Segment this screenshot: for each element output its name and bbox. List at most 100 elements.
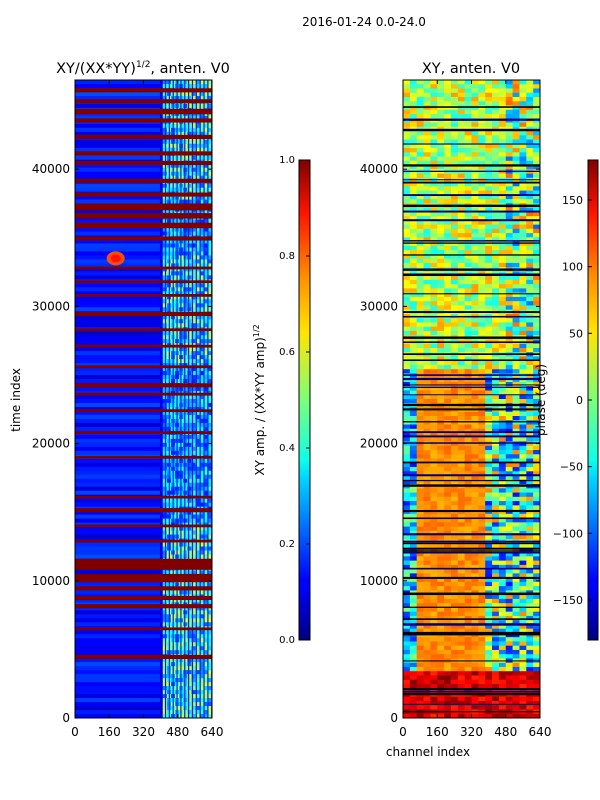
heatmap-cell: [416, 173, 424, 179]
heatmap-cell: [409, 224, 417, 230]
heatmap-cell: [203, 271, 209, 276]
heatmap-cell: [533, 420, 540, 425]
heatmap-cell: [533, 530, 540, 536]
heatmap-cell: [533, 97, 540, 102]
heatmap-cell: [444, 428, 452, 434]
heatmap-saturated-band: [75, 344, 212, 348]
heatmap-cell: [464, 360, 472, 366]
heatmap-cell: [519, 424, 527, 430]
heatmap-cell: [195, 490, 200, 495]
heatmap-cell: [416, 292, 424, 298]
heatmap-cell: [423, 675, 431, 681]
heatmap-cell: [207, 554, 212, 559]
heatmap-cell: [437, 250, 445, 255]
heatmap-cell: [512, 347, 520, 353]
heatmap-cell: [498, 284, 507, 289]
heatmap-cell: [183, 335, 188, 340]
heatmap-cell: [409, 454, 417, 459]
heatmap-cell: [187, 255, 192, 260]
heatmap-cell: [526, 211, 534, 217]
heatmap-cell: [512, 649, 520, 655]
heatmap-cell: [183, 618, 188, 623]
heatmap-cell: [498, 569, 507, 574]
heatmap-cell: [492, 148, 500, 153]
heatmap-cell: [416, 475, 424, 481]
heatmap-cell: [183, 323, 188, 328]
heatmap-cell: [409, 322, 417, 327]
heatmap-cell: [409, 547, 417, 553]
heatmap-cell: [485, 628, 493, 634]
heatmap-cell: [437, 152, 445, 157]
heatmap-cell: [444, 233, 452, 238]
heatmap-cell: [533, 628, 540, 634]
heatmap-cell: [450, 211, 459, 217]
heatmap-cell: [191, 127, 196, 133]
heatmap-cell: [409, 275, 417, 281]
heatmap-cell: [199, 303, 205, 308]
heatmap-cell: [519, 322, 527, 327]
heatmap-cell: [195, 590, 200, 595]
heatmap-cell: [492, 424, 500, 430]
heatmap-cell: [505, 569, 513, 574]
heatmap-cell: [498, 84, 507, 89]
heatmap-cell: [450, 237, 459, 242]
heatmap-cell: [464, 445, 472, 451]
heatmap-cell: [423, 615, 431, 621]
heatmap-cell: [191, 550, 196, 555]
heatmap-cell: [423, 564, 431, 570]
heatmap-cell: [464, 88, 472, 94]
heatmap-cell: [430, 620, 438, 625]
heatmap-cell: [203, 614, 209, 619]
heatmap-cell: [526, 296, 534, 302]
heatmap-cell: [519, 80, 527, 85]
heatmap-cell: [187, 95, 192, 101]
heatmap-cell: [498, 381, 507, 387]
heatmap-cell: [416, 139, 424, 145]
heatmap-cell: [505, 364, 513, 370]
heatmap-cell: [533, 394, 540, 400]
heatmap-cell: [526, 194, 534, 200]
heatmap-cell: [187, 502, 192, 507]
heatmap-cell: [519, 513, 527, 519]
heatmap-cell: [457, 88, 465, 94]
heatmap-cell: [409, 360, 417, 366]
heatmap-cell: [492, 199, 500, 204]
heatmap-cell: [457, 288, 465, 293]
heatmap-cell: [423, 552, 431, 557]
heatmap-cell: [409, 522, 417, 527]
heatmap-cell: [187, 622, 192, 627]
heatmap-cell: [403, 641, 411, 646]
heatmap-cell: [492, 245, 500, 251]
heatmap-cell: [423, 207, 431, 213]
heatmap-cell: [191, 355, 196, 360]
heatmap-cell: [203, 450, 209, 456]
heatmap-cell: [512, 518, 520, 523]
heatmap-cell: [464, 186, 472, 191]
heatmap-cell: [457, 356, 465, 362]
heatmap-cell: [485, 88, 493, 94]
heatmap-cell: [199, 255, 205, 260]
heatmap-cell: [526, 594, 534, 600]
heatmap-cell: [492, 458, 500, 464]
heatmap-cell: [187, 183, 192, 188]
heatmap-cell: [191, 702, 196, 707]
heatmap-cell: [207, 658, 212, 663]
heatmap-cell: [498, 390, 507, 396]
heatmap-cell: [416, 245, 424, 251]
heatmap-cell: [75, 606, 160, 611]
heatmap-cell: [505, 603, 513, 608]
heatmap-cell: [498, 190, 507, 196]
heatmap-cell: [464, 564, 472, 570]
heatmap-cell: [519, 467, 527, 472]
heatmap-cell: [492, 288, 500, 293]
heatmap-cell: [403, 598, 411, 604]
heatmap-cell: [526, 654, 534, 659]
heatmap-cell: [203, 255, 209, 260]
heatmap-cell: [519, 462, 527, 468]
heatmap-cell: [203, 199, 209, 204]
heatmap-cell: [75, 155, 160, 161]
heatmap-cell: [471, 454, 479, 459]
heatmap-cell: [203, 247, 209, 252]
heatmap-cell: [533, 92, 540, 98]
heatmap-cell: [505, 224, 513, 230]
